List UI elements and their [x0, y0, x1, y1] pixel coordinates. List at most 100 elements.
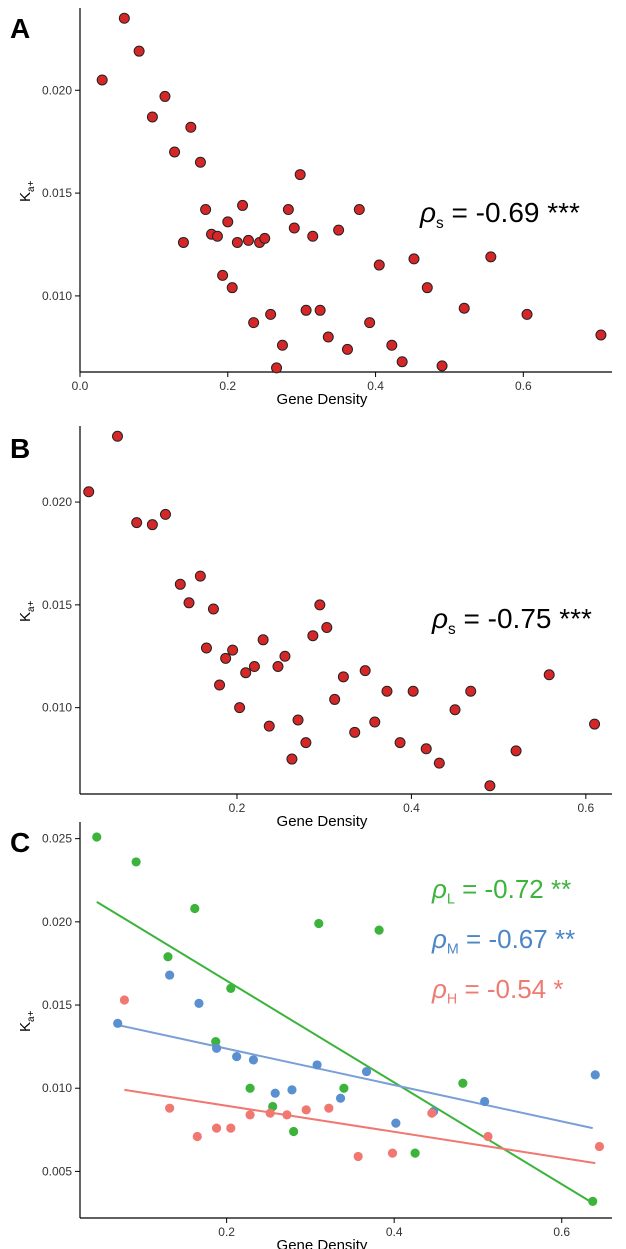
- data-point: [165, 970, 175, 980]
- data-point: [483, 1131, 493, 1142]
- y-tick-label: 0.015: [42, 998, 72, 1012]
- data-point: [113, 1018, 123, 1028]
- data-point: [214, 679, 226, 691]
- data-point: [146, 111, 158, 123]
- x-tick-label: 0.4: [386, 1225, 403, 1239]
- data-point: [420, 743, 432, 755]
- data-point: [307, 630, 319, 642]
- data-point: [226, 983, 236, 993]
- data-point: [163, 952, 173, 962]
- data-point: [257, 634, 269, 646]
- data-point: [408, 253, 420, 265]
- y-tick-label: 0.010: [42, 289, 72, 303]
- data-point: [174, 578, 186, 590]
- y-axis-label: Ka+: [17, 1010, 37, 1032]
- data-point: [263, 720, 275, 732]
- data-point: [321, 621, 333, 633]
- data-point: [288, 222, 300, 234]
- data-point: [265, 308, 277, 320]
- data-point: [96, 74, 108, 86]
- data-point: [194, 570, 206, 582]
- data-point: [217, 269, 229, 281]
- data-point: [594, 1141, 605, 1152]
- y-axis-label: Ka+: [17, 600, 37, 622]
- data-point: [590, 1070, 600, 1080]
- data-point: [226, 1123, 236, 1133]
- data-point: [410, 1148, 420, 1158]
- data-point: [133, 45, 145, 57]
- x-tick-label: 0.2: [218, 1225, 235, 1239]
- y-tick-label: 0.005: [42, 1164, 72, 1178]
- data-point: [265, 1108, 275, 1118]
- data-point: [521, 308, 533, 320]
- panel-b: B 0.2 0.4 0.6 0.010 0.015 0.020 Gene Density Ka+…: [10, 426, 612, 830]
- data-point: [484, 780, 496, 792]
- data-point: [394, 737, 406, 749]
- series: [92, 832, 598, 1206]
- data-point: [227, 644, 239, 656]
- correlation-annotation: ρH = -0.54 *: [431, 974, 563, 1008]
- correlation-annotation: ρs = -0.75 ***: [431, 603, 592, 638]
- data-point: [449, 704, 461, 716]
- data-point: [222, 216, 234, 228]
- data-point: [83, 486, 95, 498]
- data-point: [427, 1108, 437, 1118]
- fit-line: [117, 1024, 593, 1130]
- panel-label: A: [10, 13, 30, 44]
- series: [119, 995, 605, 1162]
- data-point: [282, 1110, 292, 1120]
- panel-c: C 0.2 0.4 0.6 0.005 0.010 0.015 0.020 0.025 Gene …: [10, 822, 612, 1249]
- data-point: [353, 1151, 363, 1162]
- data-point: [361, 1066, 372, 1077]
- data-point: [595, 329, 607, 341]
- data-point: [270, 1088, 280, 1098]
- data-point: [307, 230, 319, 242]
- data-point: [436, 360, 448, 372]
- x-tick-label: 0.0: [72, 379, 89, 393]
- data-point: [353, 204, 365, 216]
- data-point: [407, 685, 419, 697]
- data-point: [314, 304, 326, 316]
- y-tick-label: 0.015: [42, 598, 72, 612]
- data-point: [589, 718, 601, 730]
- data-point: [185, 121, 197, 133]
- correlation-annotation: ρs = -0.69 ***: [419, 197, 580, 232]
- data-point: [159, 508, 171, 520]
- data-point: [292, 714, 304, 726]
- data-point: [169, 146, 181, 158]
- data-point: [272, 661, 284, 673]
- x-tick-label: 0.4: [367, 379, 384, 393]
- correlation-annotation: ρL = -0.72 **: [431, 874, 571, 908]
- y-tick-label: 0.010: [42, 1081, 72, 1095]
- data-point: [271, 362, 283, 374]
- data-point: [276, 339, 288, 351]
- data-point: [374, 925, 384, 935]
- data-point: [231, 236, 243, 248]
- data-point: [339, 1083, 349, 1093]
- data-point: [211, 1043, 222, 1053]
- data-point: [177, 236, 189, 248]
- data-point: [131, 517, 143, 529]
- data-point: [200, 204, 212, 216]
- data-point: [386, 339, 398, 351]
- panel-label: B: [10, 433, 30, 464]
- data-point: [324, 1103, 334, 1113]
- y-tick-label: 0.015: [42, 186, 72, 200]
- x-tick-label: 0.2: [219, 379, 236, 393]
- data-point: [373, 259, 385, 271]
- y-tick-label: 0.020: [42, 915, 72, 929]
- data-point: [282, 204, 294, 216]
- data-point: [118, 12, 130, 24]
- x-axis-label: Gene Density: [277, 391, 368, 408]
- data-point: [322, 331, 334, 343]
- data-point: [314, 918, 324, 929]
- correlation-annotation: ρM = -0.67 **: [431, 924, 575, 958]
- x-axis-label: Gene Density: [277, 813, 368, 830]
- y-tick-label: 0.025: [42, 832, 72, 846]
- data-point: [119, 995, 130, 1005]
- data-point: [279, 650, 291, 662]
- fit-line: [96, 901, 594, 1204]
- data-point: [480, 1096, 490, 1107]
- data-point: [485, 251, 497, 263]
